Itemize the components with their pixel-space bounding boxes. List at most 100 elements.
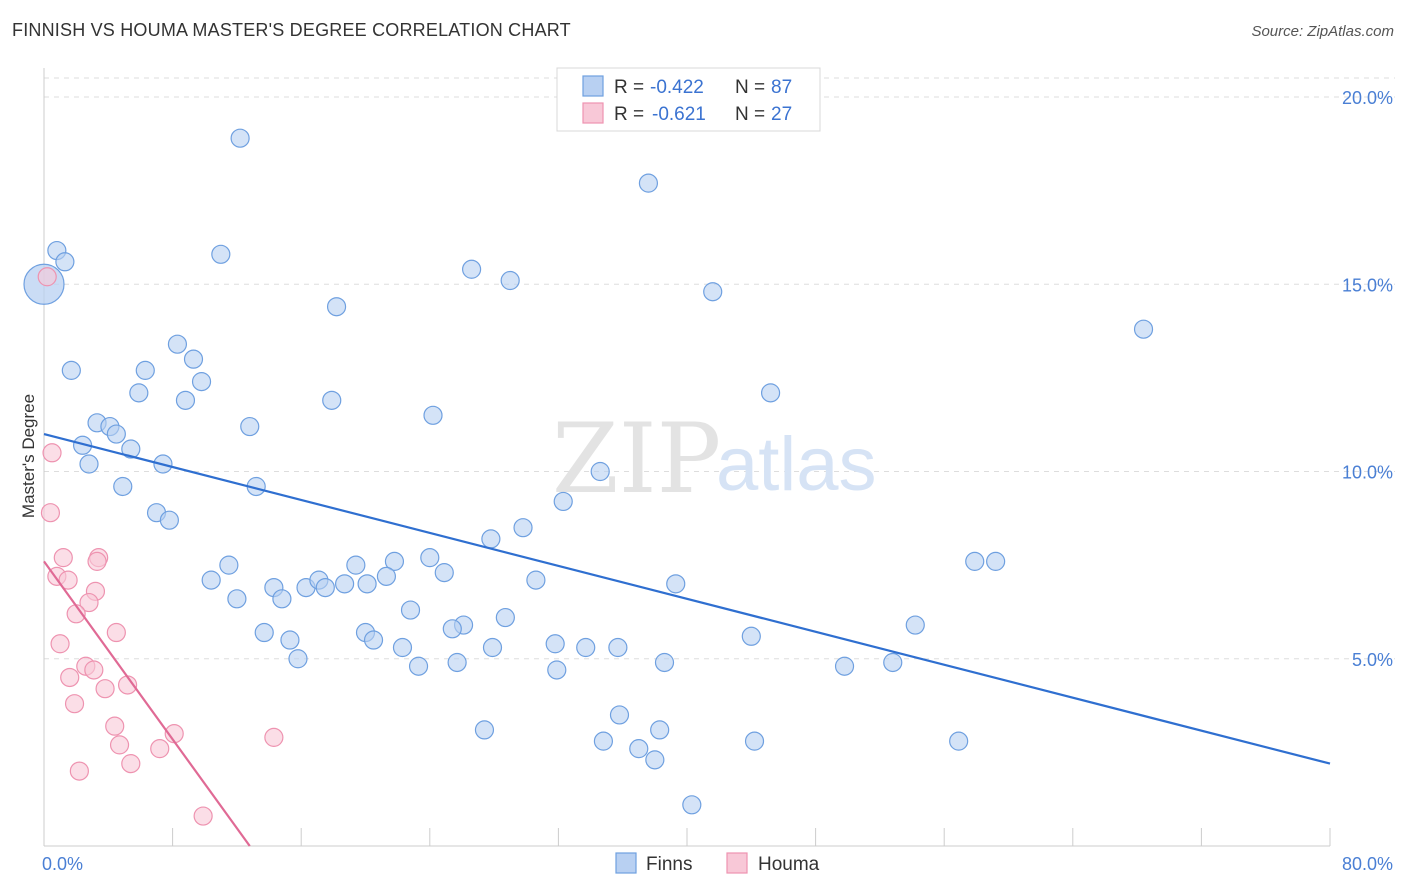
legend-houma-r-value: -0.621 (652, 104, 706, 125)
finns-point (608, 637, 628, 658)
houma-point (60, 667, 80, 688)
finns-point (609, 705, 630, 725)
finns-point (113, 476, 133, 497)
legend-finns-r-label: R = (614, 77, 644, 98)
bottom-legend-finns-swatch (615, 852, 637, 874)
y-tick-label: 10.0% (1342, 463, 1393, 483)
finns-point (159, 510, 179, 530)
finns-point (400, 600, 421, 620)
finns-point (191, 372, 212, 392)
legend-finns-r-value: -0.422 (650, 77, 704, 98)
chart-title: FINNISH VS HOUMA MASTER'S DEGREE CORRELA… (12, 20, 571, 40)
finns-point (553, 491, 573, 512)
finns-point (288, 649, 308, 669)
finns-point (513, 518, 533, 538)
finns-point (461, 259, 482, 279)
finns-point (254, 622, 274, 643)
finns-point (629, 739, 649, 759)
finns-point (121, 439, 141, 459)
finns-point (474, 720, 495, 740)
houma-point (121, 754, 141, 774)
legend-finns-n-label: N = (735, 77, 765, 98)
finns-point (834, 656, 855, 676)
houma-point (264, 727, 284, 747)
finns-trendline (43, 432, 1331, 765)
houma-point (64, 694, 85, 714)
finns-point (593, 731, 614, 751)
finns-point (219, 555, 239, 575)
finns-point (211, 244, 231, 264)
finns-point (280, 630, 300, 650)
finns-point (760, 383, 781, 403)
finns-point (965, 551, 985, 571)
finns-point (526, 570, 546, 590)
y-tick-label: 15.0% (1342, 275, 1393, 295)
houma-point (69, 761, 89, 781)
houma-point (37, 267, 57, 287)
finns-point (392, 637, 413, 658)
finns-point (183, 349, 204, 369)
finns-point (135, 360, 155, 380)
houma-point (42, 443, 62, 463)
houma-point (84, 660, 104, 680)
houma-point (95, 679, 115, 699)
x-tick-labels: 0.0% 80.0% (42, 854, 1393, 874)
finns-point (495, 607, 515, 628)
finns-point (482, 637, 503, 658)
watermark-atlas: atlas (716, 422, 877, 507)
y-axis-label: Master's Degree (19, 394, 38, 518)
finns-point (703, 282, 723, 302)
houma-point (106, 622, 126, 643)
houma-point (109, 735, 130, 755)
finns-point (129, 383, 149, 403)
finns-points (23, 128, 1154, 815)
finns-point (357, 574, 377, 594)
legend-houma-n-label: N = (735, 104, 765, 125)
finns-point (447, 652, 467, 673)
bottom-legend-houma-label: Houma (758, 854, 820, 875)
chart-source: Source: ZipAtlas.com (1251, 23, 1394, 40)
finns-point (682, 795, 702, 815)
finns-point (741, 626, 761, 646)
finns-point (654, 652, 675, 673)
finns-point (167, 334, 188, 354)
finns-point (576, 637, 596, 658)
legend-houma-n-value: 27 (771, 104, 792, 125)
top-legend: R = -0.422 N = 87 R = -0.621 N = 27 (556, 67, 821, 132)
y-tick-label: 5.0% (1352, 650, 1393, 670)
finns-point (638, 173, 659, 193)
legend-houma-r-label: R = (614, 104, 644, 125)
finns-point (106, 424, 126, 444)
finns-point (590, 461, 610, 482)
finns-point (322, 390, 342, 410)
finns-point (346, 555, 366, 575)
finns-point (363, 630, 384, 650)
finns-point (201, 570, 221, 590)
finns-point (55, 252, 75, 272)
houma-point (79, 592, 99, 613)
finns-point (744, 731, 765, 751)
gridlines (44, 77, 1395, 660)
houma-point (50, 634, 70, 654)
finns-point (272, 589, 292, 609)
x-tick-label: 0.0% (42, 854, 83, 874)
finns-point (1133, 319, 1154, 339)
legend-finns-swatch (582, 75, 604, 97)
legend-finns-n-value: 87 (771, 77, 792, 98)
houma-point (150, 739, 170, 759)
y-tick-labels: 5.0% 10.0% 15.0% 20.0% (1342, 88, 1393, 670)
finns-point (666, 574, 686, 594)
trendlines (43, 432, 1331, 847)
houma-point (87, 551, 107, 571)
finns-point (442, 619, 462, 639)
finns-point (986, 551, 1006, 571)
finns-point (905, 615, 925, 635)
finns-point (481, 529, 501, 549)
finns-point (883, 652, 903, 673)
finns-point (230, 128, 250, 148)
finns-point (434, 563, 454, 583)
watermark: ZIP atlas (552, 403, 877, 515)
finns-point (547, 660, 567, 680)
finns-point (175, 390, 196, 410)
finns-point (227, 589, 247, 609)
